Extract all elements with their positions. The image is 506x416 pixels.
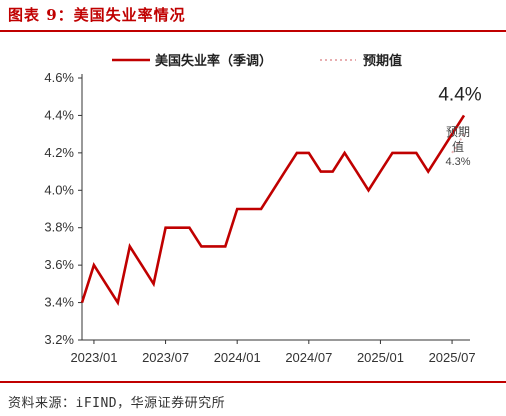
x-tick-label: 2025/01 [357,350,404,365]
y-tick-label: 3.4% [44,295,74,310]
source-divider [0,381,506,383]
forecast-series-line [451,133,465,154]
y-tick-label: 3.2% [44,332,74,347]
y-tick-label: 4.0% [44,182,74,197]
x-tick-label: 2024/01 [214,350,261,365]
y-tick-label: 3.6% [44,257,74,272]
y-tick-label: 4.4% [44,107,74,122]
annotation-forecast-value: 4.3% [445,156,470,168]
annotation-forecast-label: 预期 [446,125,470,139]
legend-label-forecast: 预期值 [363,53,402,69]
chart-legend: 美国失业率（季调） 预期值 [112,53,402,69]
y-tick-label: 4.6% [44,70,74,85]
x-tick-label: 2024/07 [285,350,332,365]
x-tick-label: 2023/01 [70,350,117,365]
y-tick-label: 4.2% [44,145,74,160]
source-note: 资料来源：iFIND，华源证券研究所 [8,396,226,411]
unemployment-line-chart: 3.2% 3.4% 3.6% 3.8% 4.0% 4.2% 4.4% 4.6% 2023/01 2… [44,53,481,365]
chart-axes: 3.2% 3.4% 3.6% 3.8% 4.0% 4.2% 4.4% 4.6% 2023/01 2… [44,70,475,365]
page-title: 图表 9：美国失业率情况 [8,6,186,24]
y-tick-label: 3.8% [44,220,74,235]
chart-annotations: 4.4% 预期值 4.3% [438,84,481,168]
title-divider [0,30,506,32]
annotation-forecast-label: 值 [452,139,464,154]
unemployment-series-line [80,114,466,306]
annotation-actual-value: 4.4% [438,84,481,105]
x-tick-label: 2025/07 [429,350,476,365]
legend-label-unemployment: 美国失业率（季调） [155,53,272,69]
x-tick-label: 2023/07 [142,350,189,365]
chart-series [80,114,466,306]
